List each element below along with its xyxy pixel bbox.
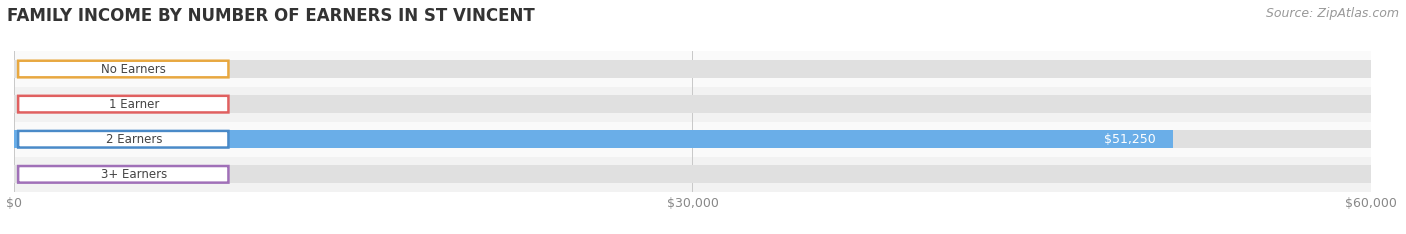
Text: FAMILY INCOME BY NUMBER OF EARNERS IN ST VINCENT: FAMILY INCOME BY NUMBER OF EARNERS IN ST… bbox=[7, 7, 534, 25]
Text: $0: $0 bbox=[31, 98, 46, 111]
Text: 1 Earner: 1 Earner bbox=[108, 98, 159, 111]
Bar bbox=[14, 165, 1371, 183]
Text: 3+ Earners: 3+ Earners bbox=[101, 168, 167, 181]
FancyBboxPatch shape bbox=[18, 96, 228, 113]
Text: $0: $0 bbox=[31, 62, 46, 76]
Text: $0: $0 bbox=[31, 168, 46, 181]
Bar bbox=[14, 51, 1371, 87]
Text: No Earners: No Earners bbox=[101, 62, 166, 76]
Bar bbox=[14, 95, 1371, 113]
Bar bbox=[14, 157, 1371, 192]
Bar bbox=[14, 130, 1371, 148]
Text: 2 Earners: 2 Earners bbox=[105, 133, 162, 146]
FancyBboxPatch shape bbox=[18, 61, 228, 77]
Bar bbox=[14, 60, 1371, 78]
FancyBboxPatch shape bbox=[18, 131, 228, 148]
Text: Source: ZipAtlas.com: Source: ZipAtlas.com bbox=[1265, 7, 1399, 20]
Bar bbox=[14, 87, 1371, 122]
FancyBboxPatch shape bbox=[18, 166, 228, 183]
Bar bbox=[14, 130, 1173, 148]
Text: $51,250: $51,250 bbox=[1104, 133, 1156, 146]
Bar bbox=[14, 122, 1371, 157]
